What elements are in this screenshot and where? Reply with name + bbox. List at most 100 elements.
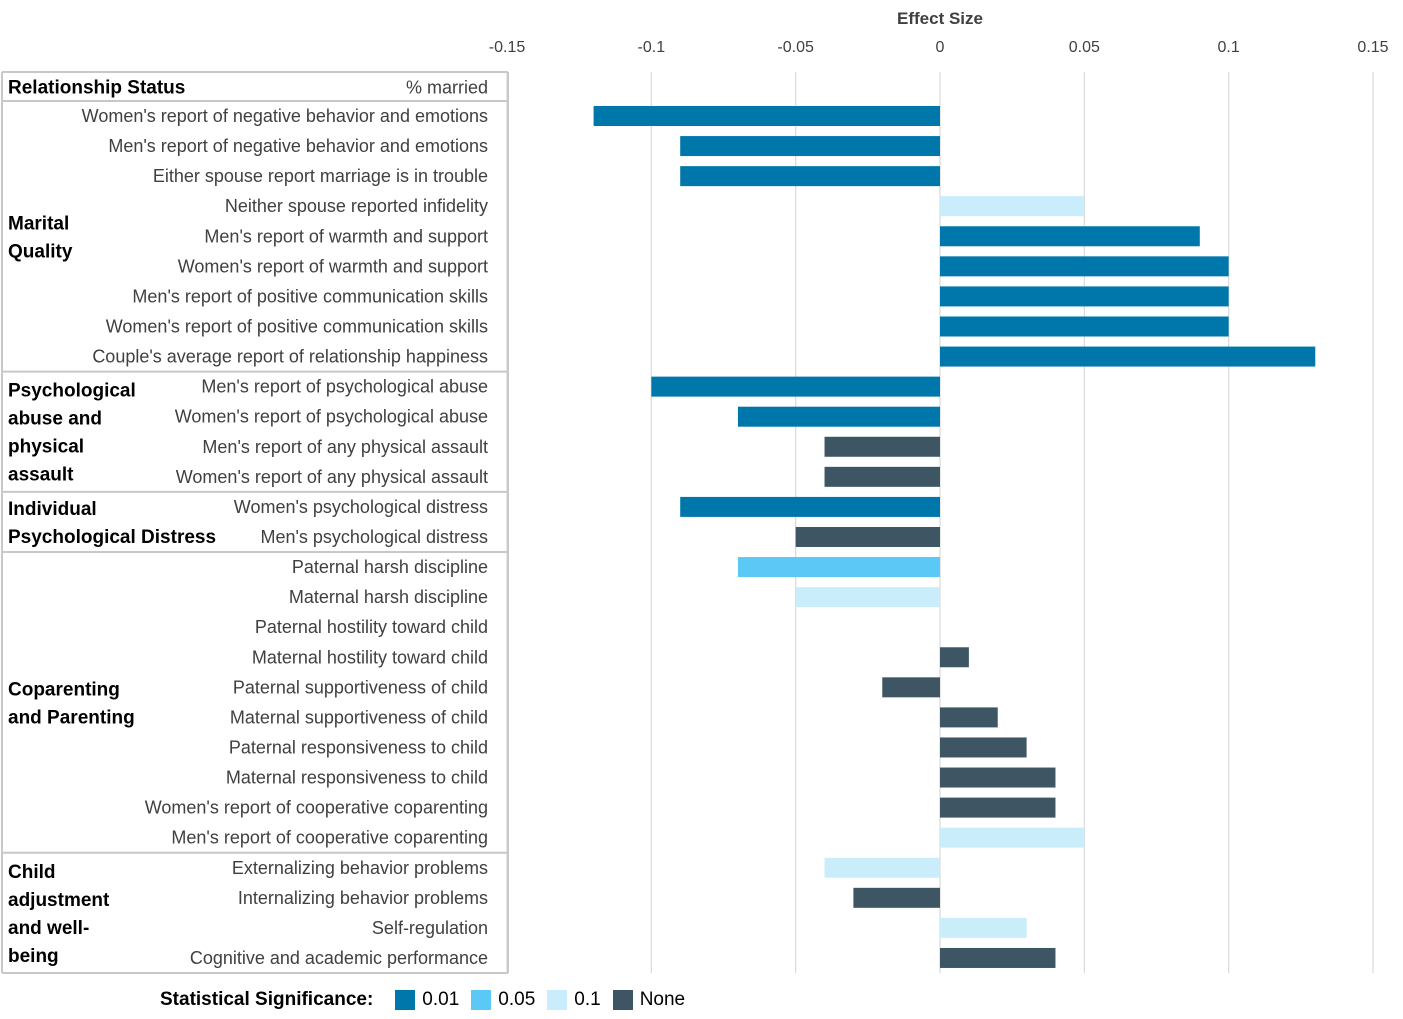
row-label-women-s-report-of-any-physical-assault: Women's report of any physical assault [176,467,488,487]
bar-men-s-report-of-psychological-abuse [651,376,940,397]
bar-paternal-supportiveness-of-child [882,677,940,698]
legend-item-0.05: 0.05 [471,989,535,1011]
header-row-label: % married [406,78,488,98]
bar-maternal-harsh-discipline [795,587,940,608]
row-label-maternal-responsiveness-to-child: Maternal responsiveness to child [226,768,488,788]
row-label-men-s-report-of-psychological-abuse: Men's report of psychological abuse [201,377,488,397]
x-tick-label-0: 0 [936,39,945,56]
group-label-line: physical [8,437,84,458]
group-label-line: abuse and [8,409,102,430]
bar-cognitive-and-academic-performance [940,947,1056,968]
legend-swatch-0.05 [471,990,492,1010]
group-label-line: Psychological Distress [8,527,216,548]
bar-maternal-supportiveness-of-child [940,707,998,728]
row-label-women-s-psychological-distress: Women's psychological distress [234,497,488,517]
row-label-men-s-report-of-negative-behavior-and-emotions: Men's report of negative behavior and em… [108,136,488,156]
x-axis-title: Effect Size [897,9,983,28]
x-tick-label-0-05: 0.05 [1069,39,1100,56]
bar-women-s-report-of-warmth-and-support [940,256,1229,277]
legend-item-0.1: 0.1 [547,989,601,1011]
header-group-label: Relationship Status [8,78,185,99]
bar-paternal-responsiveness-to-child [940,737,1027,758]
group-label-psychological-abuse-and-physical-assault: Psychological abuse and physical assault [8,381,136,486]
legend-item-0.01: 0.01 [395,989,459,1011]
legend-item-none: None [612,989,686,1011]
bar-men-s-report-of-warmth-and-support [940,226,1200,247]
legend-label-0.05: 0.05 [498,989,536,1010]
row-label-women-s-report-of-negative-behavior-and-emotions: Women's report of negative behavior and … [82,106,488,126]
legend-swatch-none [612,990,633,1010]
row-label-either-spouse-report-marriage-is-in-trouble: Either spouse report marriage is in trou… [153,166,488,186]
bar-neither-spouse-reported-infidelity [940,196,1085,217]
row-label-women-s-report-of-psychological-abuse: Women's report of psychological abuse [175,407,488,427]
row-label-women-s-report-of-positive-communication-skills: Women's report of positive communication… [106,316,488,336]
x-tick-label-0-15: 0.15 [1357,39,1388,56]
bar-self-regulation [940,917,1027,938]
group-label-line: and well- [8,918,89,939]
group-label-line: Child [8,862,56,883]
group-label-line: Quality [8,241,73,262]
row-label-men-s-psychological-distress: Men's psychological distress [260,527,488,547]
legend-label-0.1: 0.1 [574,989,601,1010]
row-label-paternal-responsiveness-to-child: Paternal responsiveness to child [229,737,488,757]
row-label-paternal-hostility-toward-child: Paternal hostility toward child [255,617,488,637]
bar-women-s-report-of-positive-communication-skills [940,316,1229,337]
row-label-paternal-supportiveness-of-child: Paternal supportiveness of child [233,677,488,697]
row-label-self-regulation: Self-regulation [372,918,488,938]
group-label-line: Psychological [8,381,136,402]
row-label-maternal-harsh-discipline: Maternal harsh discipline [289,587,488,607]
bar-women-s-psychological-distress [680,496,940,517]
legend-label-0.01: 0.01 [422,989,460,1010]
group-label-line: Individual [8,499,97,520]
legend-label-none: None [639,989,686,1010]
bar-paternal-harsh-discipline [737,557,940,578]
x-tick-label-0-1: -0.1 [638,39,666,56]
legend-swatch-0.01 [395,990,416,1010]
row-label-paternal-harsh-discipline: Paternal harsh discipline [292,557,488,577]
row-label-internalizing-behavior-problems: Internalizing behavior problems [238,888,488,908]
row-label-women-s-report-of-cooperative-coparenting: Women's report of cooperative coparentin… [145,798,488,818]
bar-couple-s-average-report-of-relationship-happiness [940,346,1316,367]
bar-women-s-report-of-cooperative-coparenting [940,797,1056,818]
x-tick-label-0-05: -0.05 [777,39,814,56]
bar-externalizing-behavior-problems [824,857,940,878]
row-label-cognitive-and-academic-performance: Cognitive and academic performance [190,948,488,968]
row-label-neither-spouse-reported-infidelity: Neither spouse reported infidelity [225,196,488,216]
legend-swatch-0.1 [547,990,568,1010]
bar-men-s-report-of-positive-communication-skills [940,286,1229,307]
row-label-maternal-supportiveness-of-child: Maternal supportiveness of child [230,707,488,727]
group-label-line: Marital [8,213,69,234]
x-tick-label-0-15: -0.15 [489,39,526,56]
group-label-individual-psychological-distress: Individual Psychological Distress [8,499,216,548]
bar-men-s-psychological-distress [795,526,940,547]
bar-internalizing-behavior-problems [853,887,940,908]
row-label-maternal-hostility-toward-child: Maternal hostility toward child [252,647,488,667]
group-label-line: Coparenting [8,679,120,700]
group-label-line: adjustment [8,890,110,911]
row-label-couple-s-average-report-of-relationship-happiness: Couple's average report of relationship … [92,347,488,367]
legend: Statistical Significance: 0.01 0.05 0.1 … [160,986,697,1014]
bar-either-spouse-report-marriage-is-in-trouble [680,166,940,187]
row-label-externalizing-behavior-problems: Externalizing behavior problems [232,858,488,878]
row-label-men-s-report-of-any-physical-assault: Men's report of any physical assault [202,437,488,457]
row-label-women-s-report-of-warmth-and-support: Women's report of warmth and support [178,256,488,276]
bar-men-s-report-of-cooperative-coparenting [940,827,1085,848]
bar-women-s-report-of-negative-behavior-and-emotions [593,106,940,126]
row-label-men-s-report-of-warmth-and-support: Men's report of warmth and support [204,226,488,246]
bar-maternal-responsiveness-to-child [940,767,1056,788]
row-label-men-s-report-of-cooperative-coparenting: Men's report of cooperative coparenting [171,828,488,848]
group-label-marital-quality: Marital Quality [8,213,73,262]
group-label-child-adjustment-and-well-being: Child adjustment and well-being [8,862,110,967]
bar-men-s-report-of-negative-behavior-and-emotions [680,136,940,157]
bar-men-s-report-of-any-physical-assault [824,436,940,457]
group-label-line: and Parenting [8,707,135,728]
bar-women-s-report-of-psychological-abuse [737,406,940,427]
legend-title: Statistical Significance: [160,989,374,1010]
group-label-line: assault [8,465,74,486]
group-label-coparenting-and-parenting: Coparenting and Parenting [8,679,135,728]
x-tick-label-0-1: 0.1 [1218,39,1240,56]
row-label-men-s-report-of-positive-communication-skills: Men's report of positive communication s… [132,286,488,306]
bar-maternal-hostility-toward-child [940,647,969,668]
group-label-line: being [8,946,59,967]
